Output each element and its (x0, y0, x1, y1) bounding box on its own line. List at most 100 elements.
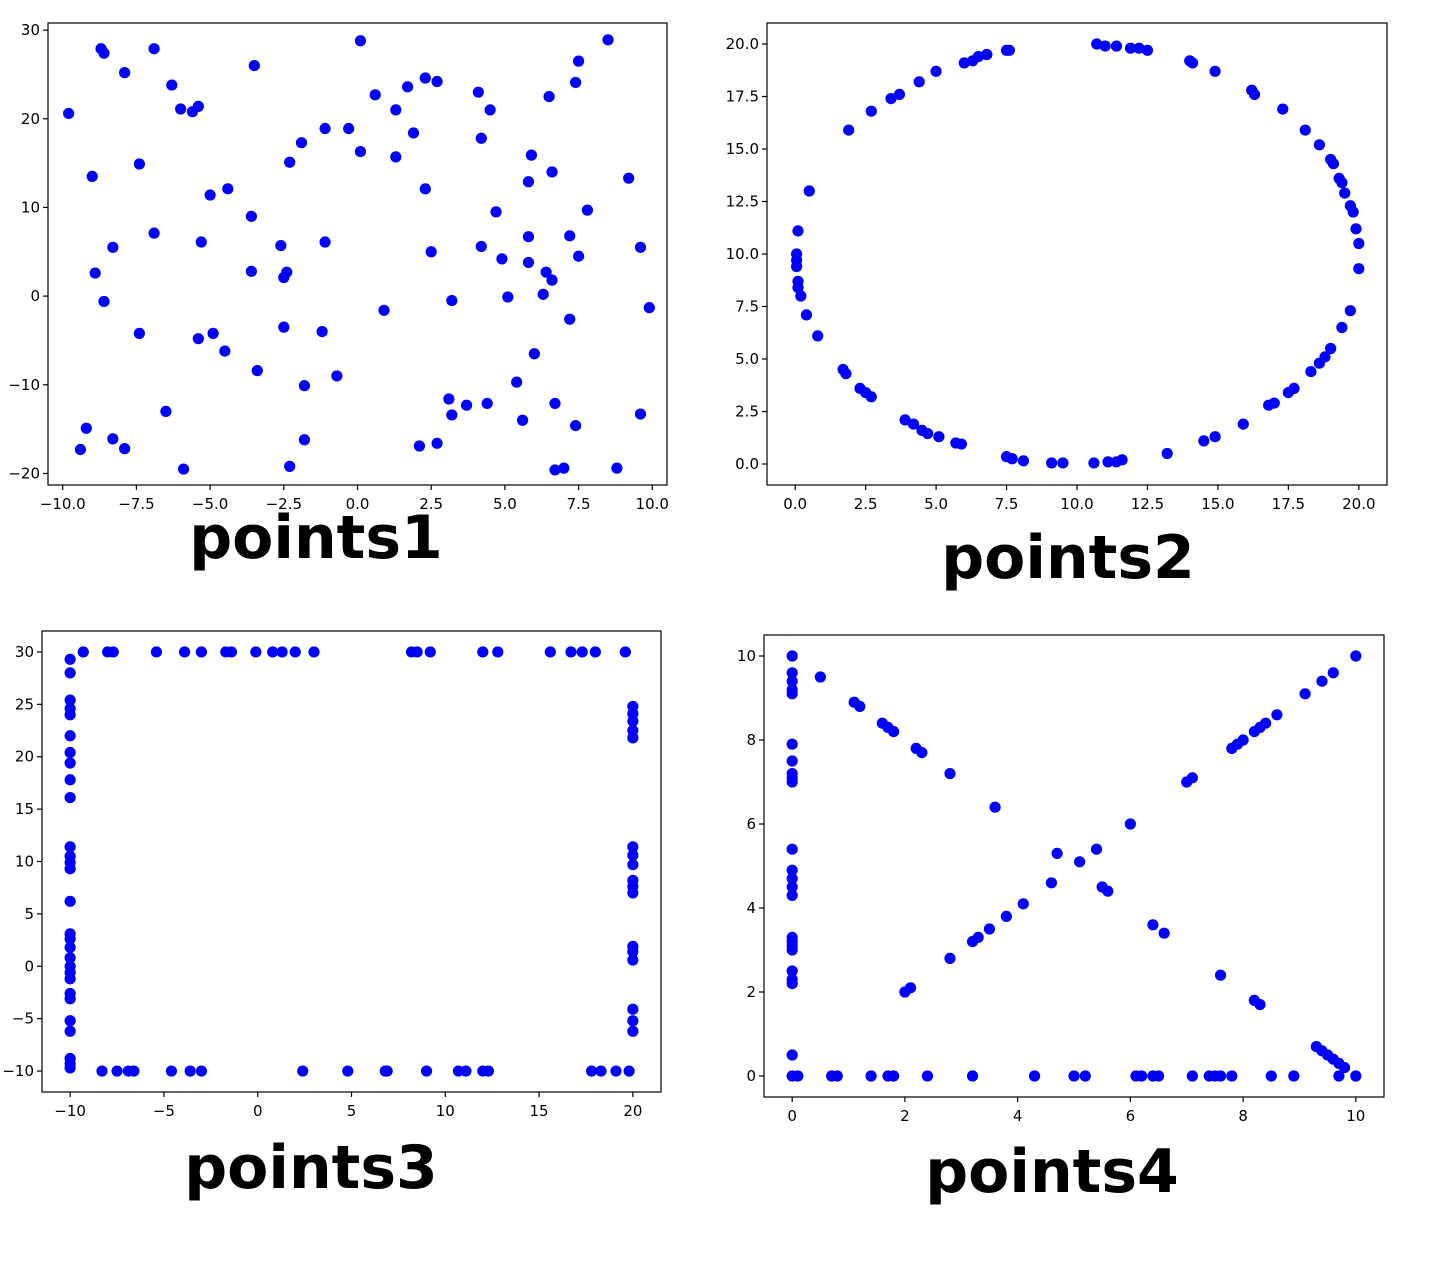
data-point (192, 100, 204, 112)
x-tick-label: 0 (787, 1107, 797, 1125)
y-tick-label: 2.5 (735, 403, 759, 421)
data-point (481, 397, 493, 410)
data-point (572, 55, 585, 67)
x-tick-label: 7.5 (995, 495, 1019, 513)
data-point (786, 873, 798, 885)
data-point (490, 206, 502, 218)
data-point (443, 393, 455, 405)
data-point (133, 158, 145, 170)
data-point (86, 170, 98, 183)
data-point (1339, 187, 1351, 199)
data-point (64, 694, 76, 706)
y-tick-label: 10.0 (726, 245, 759, 263)
x-tick-label: 5 (347, 1102, 357, 1120)
data-point (413, 440, 425, 452)
x-tick-label: 5.0 (493, 495, 517, 513)
data-point (1254, 999, 1266, 1011)
data-point (128, 1065, 140, 1077)
data-point (1028, 1070, 1041, 1082)
data-point (484, 104, 496, 116)
data-point (298, 380, 311, 392)
data-point (1260, 717, 1272, 729)
x-tick-label: 10 (436, 1102, 455, 1120)
data-point (297, 1065, 309, 1077)
data-point (222, 183, 234, 195)
data-point (407, 127, 420, 139)
data-point (581, 204, 594, 216)
data-point (792, 275, 804, 287)
data-point (89, 267, 101, 279)
y-tick-label: −5 (12, 1010, 34, 1028)
data-point (308, 646, 320, 658)
data-point (1102, 885, 1114, 897)
data-point (1277, 103, 1289, 115)
data-point (865, 1070, 877, 1082)
data-point (1000, 451, 1013, 463)
data-point (944, 952, 956, 965)
data-point (1299, 124, 1311, 136)
y-tick-label: 0.0 (735, 455, 759, 473)
data-point (930, 65, 942, 77)
data-point (64, 709, 76, 721)
data-point (98, 295, 110, 308)
data-point (281, 266, 293, 278)
y-tick-label: −10 (8, 376, 40, 394)
data-point (1237, 734, 1249, 746)
y-tick-label: 20.0 (726, 35, 759, 53)
data-point (195, 236, 207, 248)
data-point (786, 944, 798, 956)
data-point (634, 408, 647, 420)
data-point (111, 1065, 123, 1077)
x-tick-label: −5 (153, 1102, 175, 1120)
y-tick-label: 2 (746, 983, 756, 1001)
data-point (1353, 237, 1365, 250)
data-point (904, 982, 917, 994)
data-point (225, 646, 238, 658)
data-point (511, 376, 523, 388)
data-point (634, 241, 647, 253)
data-point (1237, 418, 1249, 430)
data-point (786, 843, 798, 855)
data-point (543, 91, 555, 103)
data-point (1091, 38, 1103, 50)
data-point (800, 309, 813, 321)
data-point (184, 1065, 196, 1077)
data-point (549, 397, 561, 410)
x-tick-label: 10.0 (1060, 495, 1093, 513)
points2-plot: 0.0 2.5 5.0 7.5 10.0 12.5 15.0 17.5 20.0 0.0 2.5 5.… (726, 22, 1388, 593)
data-point (619, 646, 631, 658)
data-point (792, 225, 804, 237)
data-point (981, 48, 993, 61)
data-point (107, 433, 119, 445)
data-point (460, 1065, 472, 1077)
data-point (546, 166, 558, 178)
data-point (916, 747, 928, 759)
data-point (627, 1015, 639, 1027)
data-point (1316, 675, 1328, 687)
data-point (865, 105, 877, 117)
data-point (446, 294, 458, 307)
data-point (595, 1065, 607, 1077)
x-tick-label: −10 (54, 1102, 86, 1120)
data-point (1248, 88, 1261, 100)
data-point (64, 841, 76, 853)
data-point (1288, 1070, 1300, 1082)
data-point (496, 253, 508, 265)
points1-plot: −10.0 −7.5 −5.0 −2.5 0.0 2.5 5.0 7.5 10.0 −20 −10 0… (8, 21, 669, 573)
data-point (792, 1070, 804, 1082)
data-point (627, 732, 639, 744)
data-point (522, 231, 535, 243)
data-point (528, 348, 540, 360)
data-point (107, 646, 119, 658)
data-point (544, 646, 556, 658)
data-point (1003, 44, 1015, 56)
data-point (177, 463, 190, 475)
x-tick-label: 20.0 (1342, 495, 1375, 513)
data-point (623, 172, 635, 184)
data-point (983, 923, 996, 935)
data-point (64, 895, 76, 907)
data-point (431, 75, 443, 88)
points3-plot: −10 −5 0 5 10 15 20 −10 −5 0 5 10 15 20 25 30 points3 (2, 630, 662, 1203)
data-point (275, 239, 287, 252)
x-tick-label: 2.5 (854, 495, 878, 513)
